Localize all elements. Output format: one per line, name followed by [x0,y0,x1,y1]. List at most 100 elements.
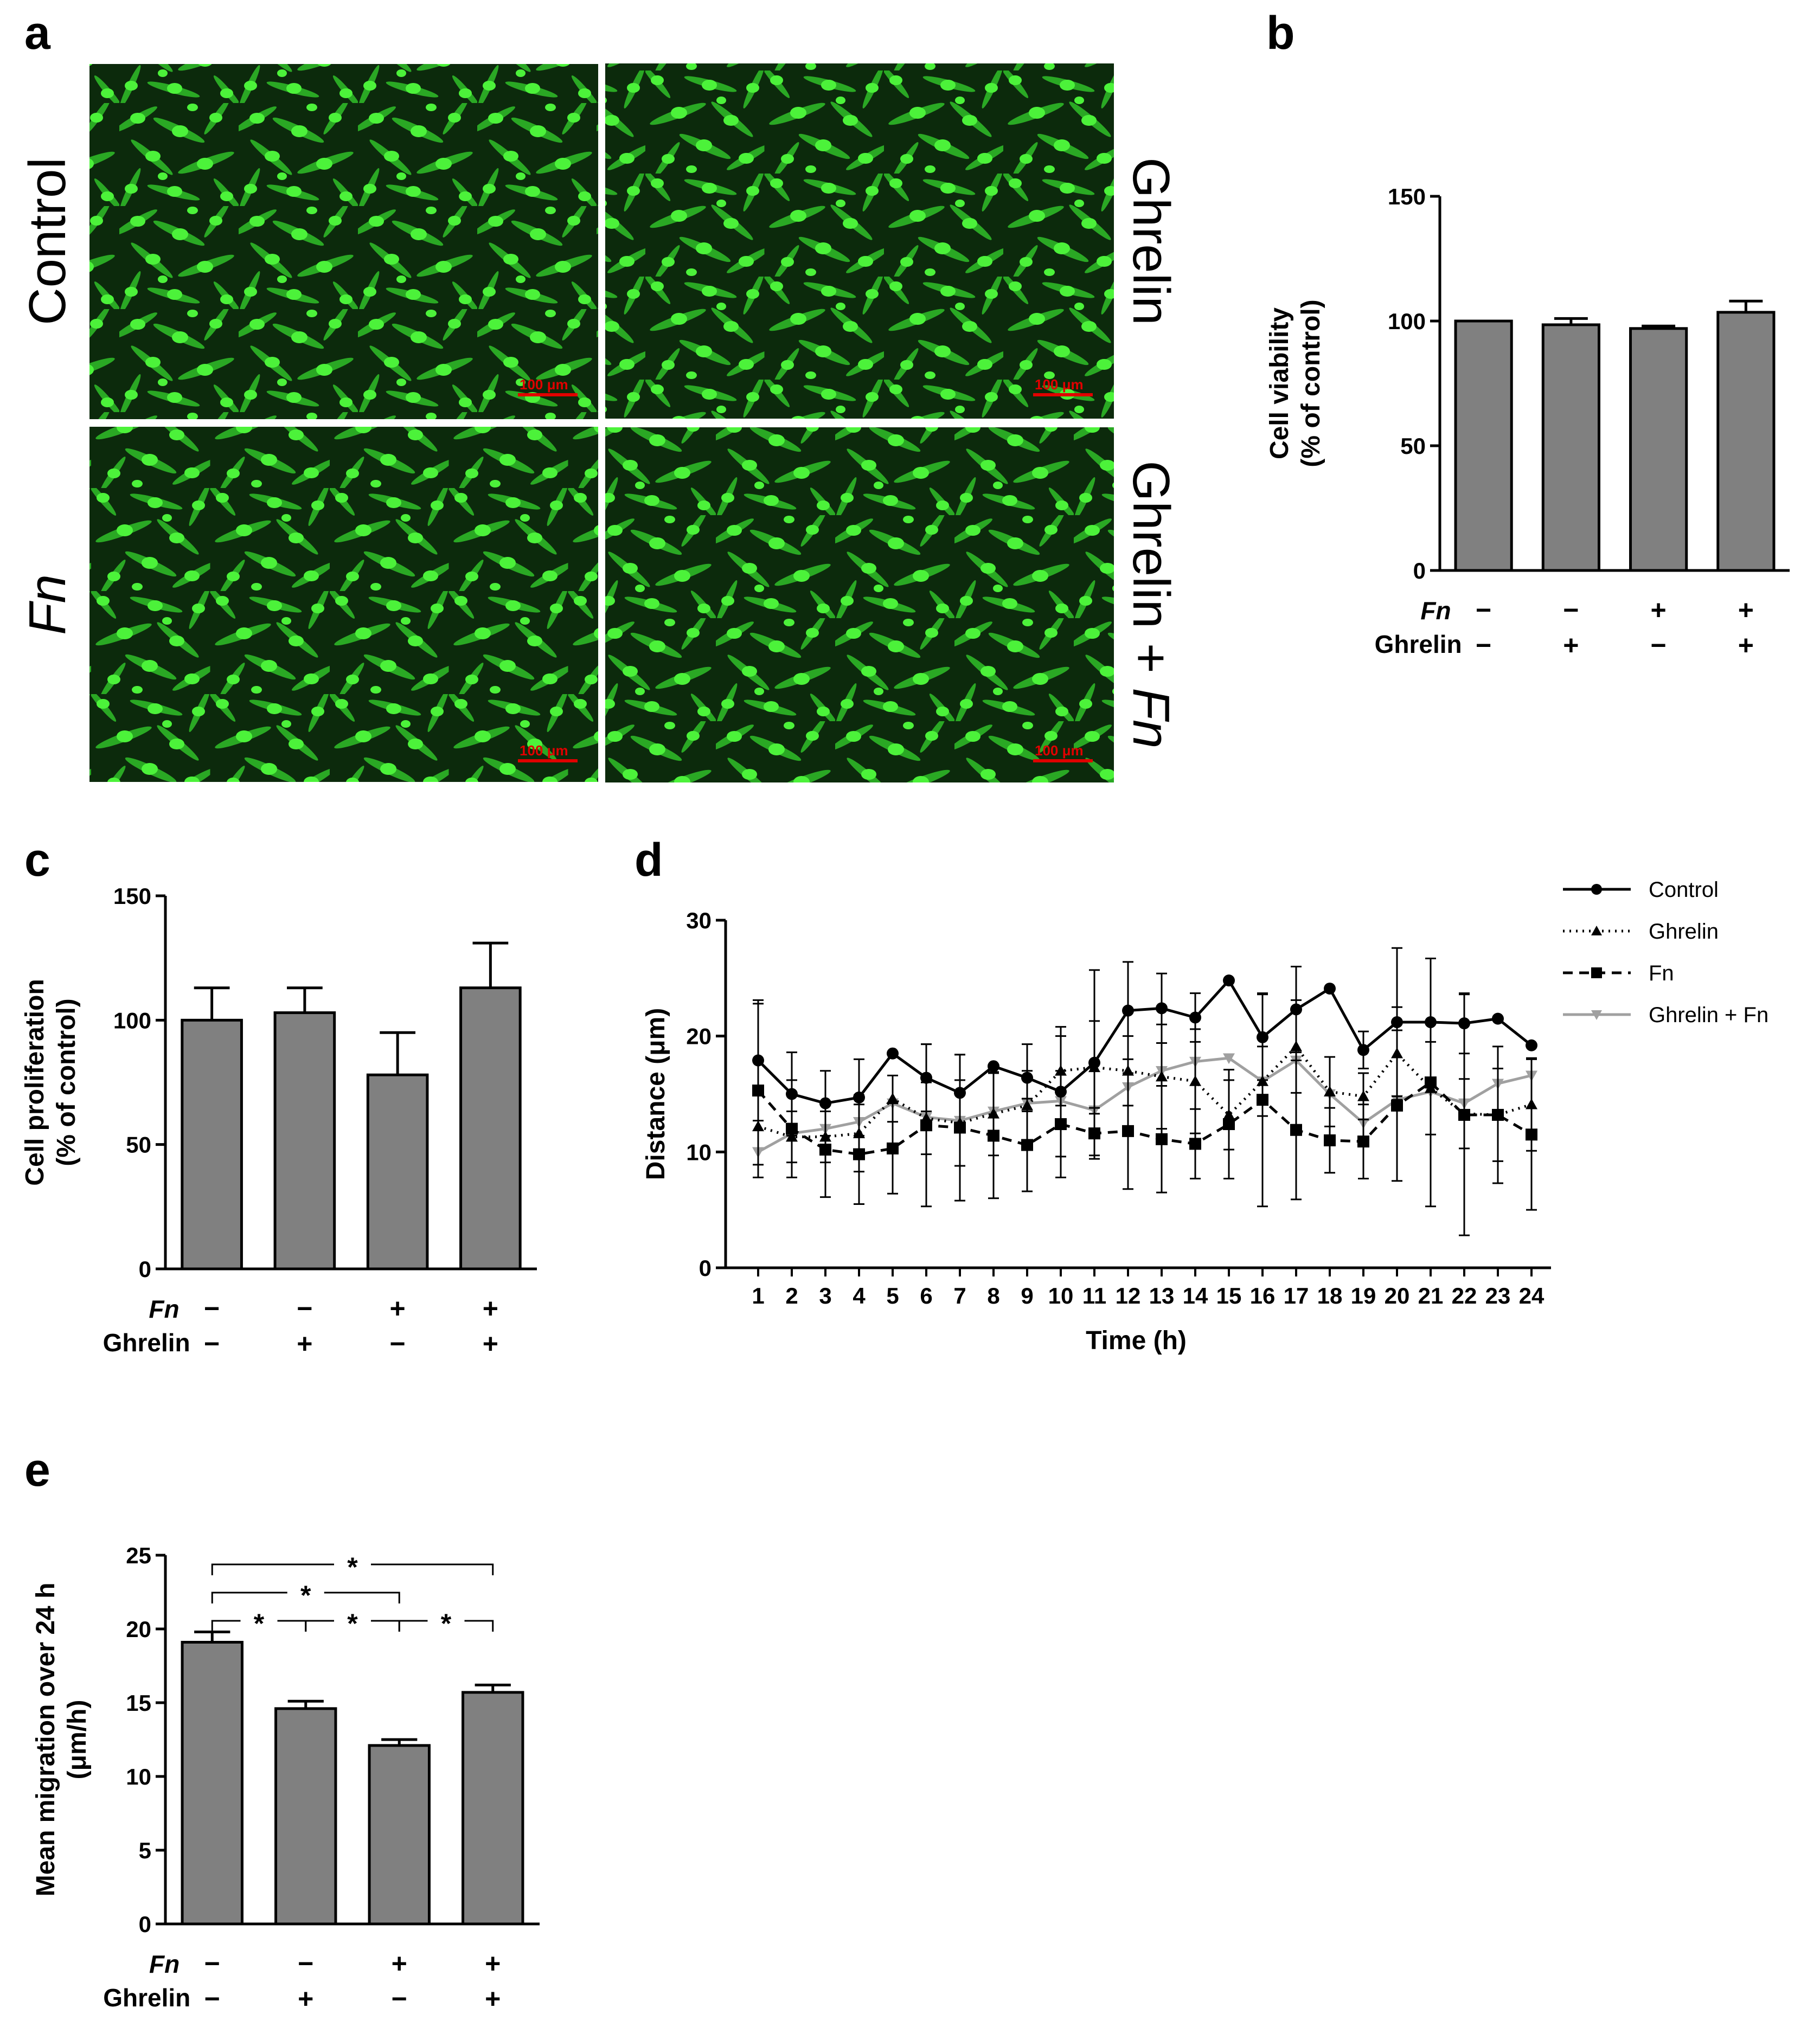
fn-sign: − [1563,595,1579,625]
label-ghrelin: Ghrelin [1122,157,1180,325]
bar [1629,327,1688,572]
y-tick-label: 150 [1388,184,1426,209]
label-ghrelin-fn: Ghrelin + Fn [1122,461,1180,749]
micrograph-ghrelin-fn: 100 μm [605,427,1114,782]
significance-star: * [347,1552,358,1582]
data-point [1324,983,1336,995]
data-point [887,1047,899,1060]
ghrelin-sign: − [204,1984,220,2014]
panel-letter-a: a [24,7,51,59]
x-tick-label: 8 [987,1283,999,1308]
data-point [1055,1086,1067,1098]
x-tick-label: 17 [1284,1283,1309,1308]
data-point [1122,1064,1134,1076]
y-tick-label: 30 [686,908,712,933]
data-point [1324,1134,1336,1146]
y-tick-label: 0 [139,1911,151,1937]
micrograph-control: 100 μm [89,64,598,419]
y-tick-label: 100 [113,1008,151,1033]
x-tick-label: 11 [1082,1283,1106,1308]
y-tick-label: 50 [126,1132,151,1158]
micrograph-fn: 100 μm [89,427,598,782]
panel-letter-e: e [24,1444,50,1496]
fn-sign: − [1476,595,1491,625]
data-point [786,1088,798,1100]
data-point [920,1112,932,1124]
data-point [988,1107,999,1119]
row-label-ghrelin: Ghrelin [103,1984,190,2012]
y-tick-label: 0 [699,1255,712,1281]
data-point [1223,1108,1235,1120]
y-axis-title-units: (% of control) [52,998,81,1166]
data-point [1290,1124,1302,1136]
data-point [1591,884,1602,895]
scale-bar-label: 100 μm [520,376,568,393]
data-point [920,1072,932,1084]
bar [273,1011,336,1271]
data-point [1591,967,1602,978]
y-tick-label: 20 [126,1616,151,1642]
x-tick-label: 24 [1519,1283,1545,1308]
scale-bar-label: 100 μm [520,742,568,759]
x-tick-label: 7 [953,1283,966,1308]
ghrelin-sign: − [204,1329,220,1359]
row-label-ghrelin: Ghrelin [103,1329,190,1357]
data-point [1156,1133,1168,1145]
series-line [757,978,1533,1105]
y-tick-label: 10 [686,1139,712,1165]
micrograph-ghrelin: 100 μm [605,63,1114,419]
data-point [1290,1003,1302,1016]
bar [181,1018,243,1271]
data-point [1357,1135,1369,1148]
fn-sign: + [1738,595,1754,625]
fn-sign: + [390,1293,406,1324]
bar [366,1073,429,1271]
chart-e-mean-migration: 0 5 10 15 20 25 Mean migration over 24 h (μm/h)… [31,1543,540,2014]
x-tick-label: 5 [886,1283,899,1308]
panel-letter-c: c [24,834,50,886]
ghrelin-sign: + [1738,630,1754,660]
legend: Control Ghrelin Fn Ghrelin + Fn [1563,878,1768,1027]
y-tick-label: 0 [139,1256,151,1282]
data-point [1591,926,1602,935]
data-point [1492,1108,1504,1120]
panel-letter-d: d [635,834,663,886]
x-tick-label: 9 [1021,1283,1033,1308]
y-tick-label: 150 [113,883,151,909]
x-tick-label: 12 [1116,1283,1141,1308]
x-axis-title: Time (h) [1086,1326,1187,1355]
data-point [1492,1012,1504,1025]
x-tick-label: 1 [752,1283,764,1308]
data-point [1021,1072,1033,1084]
data-point [1591,1010,1602,1020]
legend-label: Control [1649,878,1719,902]
ghrelin-sign: − [392,1984,407,2014]
data-point [1526,1039,1537,1051]
legend-label: Ghrelin + Fn [1649,1003,1768,1027]
x-tick-label: 23 [1485,1283,1511,1308]
row-label-fn: Fn [149,1950,180,1978]
significance-bracket [398,1620,494,1632]
data-point [819,1097,831,1109]
y-tick-label: 50 [1400,433,1426,459]
fn-sign: − [204,1293,220,1324]
y-axis-title: Distance (μm) [642,1008,670,1180]
y-tick-label: 10 [126,1764,151,1789]
y-axis-title: Cell proliferation [21,979,49,1185]
fn-sign: − [298,1948,313,1979]
x-tick-label: 4 [853,1283,866,1308]
label-fn: Fn [18,574,76,635]
data-point [1189,1075,1201,1086]
chart-c-cell-proliferation: 0 50 100 150 Cell proliferation (% of control… [21,883,537,1359]
data-point [1357,1044,1369,1056]
data-point [752,1120,764,1132]
panel-letter-b: b [1266,7,1295,59]
data-point [752,1054,764,1067]
y-axis-title-units: (% of control) [1297,299,1325,467]
data-point [1391,1016,1403,1029]
legend-label: Fn [1649,961,1674,985]
x-tick-label: 16 [1250,1283,1276,1308]
x-tick-label: 19 [1351,1283,1376,1308]
